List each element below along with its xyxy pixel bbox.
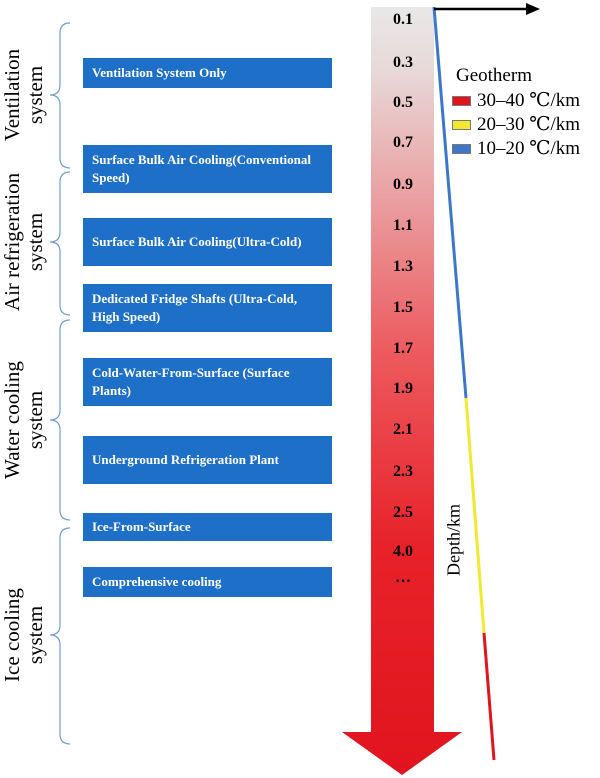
measure-label: Underground Refrigeration Plant	[92, 452, 279, 467]
legend-swatch-blue	[452, 144, 471, 154]
depth-tick: 1.5	[393, 299, 413, 316]
system-label-water-cooling: Water cooling system	[0, 361, 47, 479]
measure-box: Ventilation System Only	[83, 58, 332, 88]
legend-label: 10–20 ℃/km	[477, 138, 581, 159]
measure-label: Cold-Water-From-Surface (Surface Plants)	[92, 365, 290, 398]
depth-tick: 1.1	[393, 217, 413, 234]
bracket-ice-cooling	[49, 527, 71, 745]
legend-swatch-red	[452, 96, 471, 106]
top-axis-arrow	[434, 3, 540, 15]
depth-tick: 0.7	[393, 134, 413, 151]
measure-label: Dedicated Fridge Shafts (Ultra-Cold, Hig…	[92, 291, 298, 324]
measure-label: Ventilation System Only	[92, 65, 227, 80]
legend-label: 20–30 ℃/km	[477, 114, 581, 135]
depth-tick: 4.0	[393, 543, 413, 560]
depth-tick: 0.3	[393, 54, 413, 71]
depth-tick: 2.3	[393, 463, 413, 480]
depth-tick: 1.9	[393, 380, 413, 397]
legend-title: Geotherm	[456, 65, 532, 86]
measure-box: Cold-Water-From-Surface (Surface Plants)	[83, 358, 332, 406]
measure-box: Surface Bulk Air Cooling(Ultra-Cold)	[83, 218, 332, 266]
system-label-ice-cooling: Ice cooling system	[0, 588, 47, 682]
depth-tick: 2.5	[393, 504, 413, 521]
depth-tick: 1.3	[393, 258, 413, 275]
measure-box: Dedicated Fridge Shafts (Ultra-Cold, Hig…	[83, 284, 332, 332]
depth-arrow	[342, 7, 462, 775]
legend-item: 30–40 ℃/km	[452, 90, 580, 112]
measure-box: Comprehensive cooling	[83, 567, 332, 597]
geotherm-line-20-30	[464, 397, 486, 634]
measure-label: Surface Bulk Air Cooling(Ultra-Cold)	[92, 234, 302, 249]
measure-label: Surface Bulk Air Cooling(Conventional Sp…	[92, 152, 311, 185]
depth-tick: 0.9	[393, 176, 413, 193]
measure-box: Ice-From-Surface	[83, 513, 332, 541]
geotherm-line-30-40	[482, 632, 496, 761]
measure-label: Ice-From-Surface	[92, 519, 191, 534]
measure-label: Comprehensive cooling	[92, 574, 222, 589]
measure-box: Underground Refrigeration Plant	[83, 436, 332, 484]
geotherm-line-10-20	[432, 6, 468, 399]
depth-tick: 1.7	[393, 340, 413, 357]
legend-swatch-yellow	[452, 120, 471, 130]
bracket-water-cooling	[49, 319, 71, 521]
bracket-ventilation	[49, 22, 71, 169]
depth-tick: 0.1	[393, 11, 413, 28]
measure-box: Surface Bulk Air Cooling(Conventional Sp…	[83, 145, 332, 193]
legend-item: 10–20 ℃/km	[452, 138, 580, 160]
legend-label: 30–40 ℃/km	[477, 90, 581, 111]
depth-tick: 2.1	[393, 421, 413, 438]
bracket-air-refrigeration	[49, 171, 71, 316]
legend-item: 20–30 ℃/km	[452, 114, 580, 136]
depth-tick: 0.5	[393, 94, 413, 111]
depth-tick: …	[395, 569, 411, 586]
depth-axis-label: Depth/km	[443, 504, 464, 576]
